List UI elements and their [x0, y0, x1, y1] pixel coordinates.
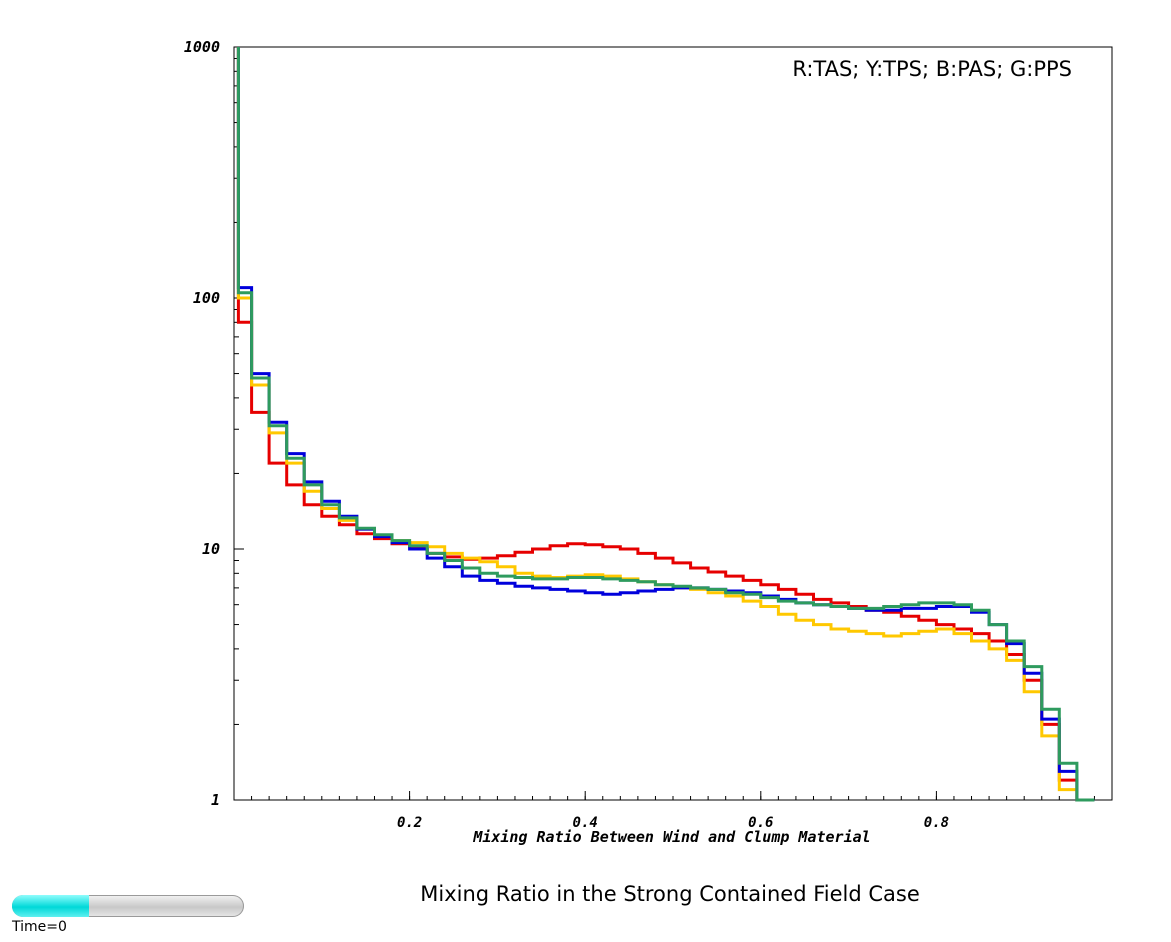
x-tick-label: 0.6	[748, 815, 773, 831]
time-slider-fill	[12, 895, 89, 917]
chart-title: Mixing Ratio in the Strong Contained Fie…	[420, 882, 920, 906]
y-tick-label: 100	[193, 289, 220, 307]
x-tick-label: 0.2	[397, 815, 422, 831]
series-line-tps	[236, 47, 1095, 802]
series-line-pas	[236, 47, 1095, 802]
x-tick-label: 0.8	[924, 815, 949, 831]
y-axis: 1 10 100 1000	[184, 38, 244, 809]
time-label: Time=0	[12, 919, 67, 935]
y-tick-label: 1	[211, 791, 220, 809]
x-axis: 0.2 0.4 0.6 0.8	[251, 791, 1095, 831]
series-group	[236, 47, 1095, 802]
y-tick-label: 1000	[184, 38, 220, 56]
x-tick-label: 0.4	[573, 815, 598, 831]
y-tick-label: 10	[202, 540, 220, 558]
plot-frame	[233, 46, 1113, 801]
series-line-pps	[236, 47, 1095, 802]
x-axis-title: Mixing Ratio Between Wind and Clump Mate…	[472, 828, 870, 846]
time-slider[interactable]	[12, 895, 244, 917]
series-line-tas	[236, 47, 1095, 802]
legend-text: R:TAS; Y:TPS; B:PAS; G:PPS	[792, 57, 1072, 81]
mixing-ratio-chart: 1 10 100 1000 0.2 0.4 0.6 0.8 Mixing Ratio Bet…	[184, 38, 1113, 846]
